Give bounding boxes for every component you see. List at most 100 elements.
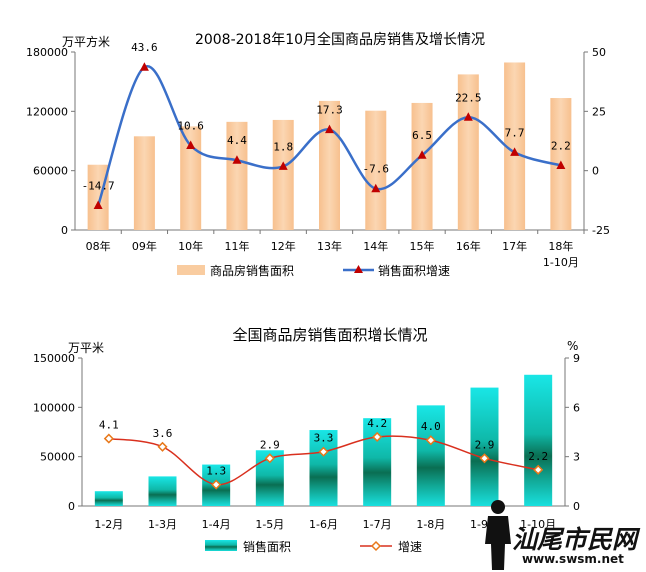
chart1-left-tick-label: 0 [61,224,68,237]
chart1-data-label: 7.7 [505,126,525,139]
chart1-growth-marker [463,112,473,121]
chart2-data-label: 4.2 [367,417,387,430]
chart2-right-tick-label: 6 [573,401,580,414]
chart2-growth-marker [103,433,114,444]
chart1-x-label: 11年 [224,239,249,253]
chart2-right-tick-label: 3 [573,451,580,464]
chart2-data-label: 4.1 [99,419,119,432]
chart2-growth-marker [425,435,436,446]
chart2-left-axis-unit: 万平米 [68,341,104,355]
chart1-right-tick-label: 0 [592,165,599,178]
chart2-growth-marker [157,441,168,452]
chart2-x-label: 1-2月 [94,518,123,531]
chart1-bar [226,121,248,230]
chart1-x-label: 08年 [86,239,111,253]
chart1-data-label: 10.6 [177,120,204,133]
chart2-legend-bar-label: 销售面积 [243,539,291,554]
sales-area-growth-2018-chart: 全国商品房销售面积增长情况 万平米 % 0 50000 100000 150000 0 3… [33,326,580,554]
chart1-x-label: 18年 [548,239,573,253]
chart1-bar [87,164,109,230]
chart1-bar [272,119,294,230]
watermark-logo: 汕尾市民网 www.swsm.net [478,498,644,570]
chart1-data-label: -14.7 [82,180,115,193]
chart1-right-tick-label: 25 [592,105,606,118]
chart2-bar [363,418,392,506]
chart1-growth-marker [93,200,103,210]
chart2-legend-bar-swatch [205,540,237,551]
chart1-x-sublabel: 1-10月 [543,256,579,269]
chart2-left-tick-label: 100000 [33,401,75,414]
chart2-bar [94,491,123,506]
chart1-data-label: 43.6 [131,41,158,54]
watermark-title: 汕尾市民网 [512,525,638,554]
chart1-data-label: 4.4 [227,134,247,147]
standing-figure-icon [485,500,511,570]
chart1-x-label: 10年 [178,239,203,253]
chart2-data-label: 1.3 [206,465,226,478]
chart2-x-label: 1-8月 [416,518,445,531]
chart1-growth-marker [371,183,381,193]
chart1-growth-marker [556,160,566,169]
chart2-x-label: 1-10月 [520,518,556,531]
chart1-growth-marker [186,140,196,150]
chart2-growth-marker [211,479,222,490]
chart1-legend-bar-swatch [177,265,205,275]
chart1-growth-line [96,65,562,206]
chart1-data-label: -7.6 [363,163,390,176]
chart1-title: 2008-2018年10月全国商品房销售及增长情况 [195,31,485,48]
chart2-bar [148,476,177,506]
chart2-growth-marker [533,464,544,475]
chart1-left-tick-label: 180000 [26,46,68,59]
chart1-bar [133,136,155,230]
chart2-growth-marker [479,453,490,464]
chart2-bar [416,405,445,506]
chart1-bar [319,100,340,230]
chart1-growth-marker [278,161,288,170]
chart2-left-tick-label: 0 [68,500,75,513]
chart1-legend-bar-label: 商品房销售面积 [210,263,294,278]
chart1-data-label: 6.5 [412,129,432,142]
chart2-growth-marker [318,446,329,457]
chart2-right-tick-label: 9 [573,352,580,365]
chart1-data-label: 22.5 [455,91,482,104]
chart2-right-axis-unit: % [567,339,578,353]
chart2-data-label: 2.2 [528,450,548,463]
chart1-bar [457,74,479,230]
chart1-bar [411,102,433,230]
chart2-left-tick-label: 50000 [40,451,75,464]
chart2-bar [524,374,553,506]
chart2-legend-line-label: 增速 [398,540,422,554]
chart1-bar [365,110,387,230]
chart1-data-label: 2.2 [551,139,571,152]
chart2-growth-marker [264,453,275,464]
chart1-growth-marker [232,155,242,164]
chart2-right-tick-label: 0 [573,500,580,513]
chart1-x-label: 12年 [271,239,296,253]
chart1-right-tick-label: -25 [592,224,610,237]
chart2-data-label: 2.9 [260,438,280,451]
chart1-x-label: 16年 [456,239,481,253]
chart1-growth-marker [510,147,520,156]
chart1-legend-marker [354,265,363,273]
chart2-data-label: 2.9 [475,438,495,451]
chart1-bar [180,126,202,230]
chart1-legend-line-label: 销售面积增速 [378,263,450,278]
chart1-right-tick-label: 50 [592,46,606,59]
chart1-growth-marker [417,150,427,159]
chart2-data-label: 4.0 [421,420,441,433]
chart2-x-label: 1-6月 [309,518,338,531]
chart1-bar [504,62,526,231]
chart1-x-label: 14年 [363,239,388,253]
chart1-left-axis-unit: 万平方米 [62,34,110,49]
chart1-data-label: 1.8 [273,140,293,153]
chart2-x-label: 1-4月 [202,518,231,531]
chart1-x-label: 15年 [410,239,435,253]
chart1-x-label: 13年 [317,239,342,253]
chart1-growth-marker [139,62,149,71]
chart1-x-label: 09年 [132,239,157,253]
chart2-bar [470,387,499,506]
chart2-bar [309,430,338,506]
chart2-data-label: 3.3 [314,432,334,445]
chart2-left-tick-label: 150000 [33,352,75,365]
chart1-left-tick-label: 60000 [33,165,68,178]
